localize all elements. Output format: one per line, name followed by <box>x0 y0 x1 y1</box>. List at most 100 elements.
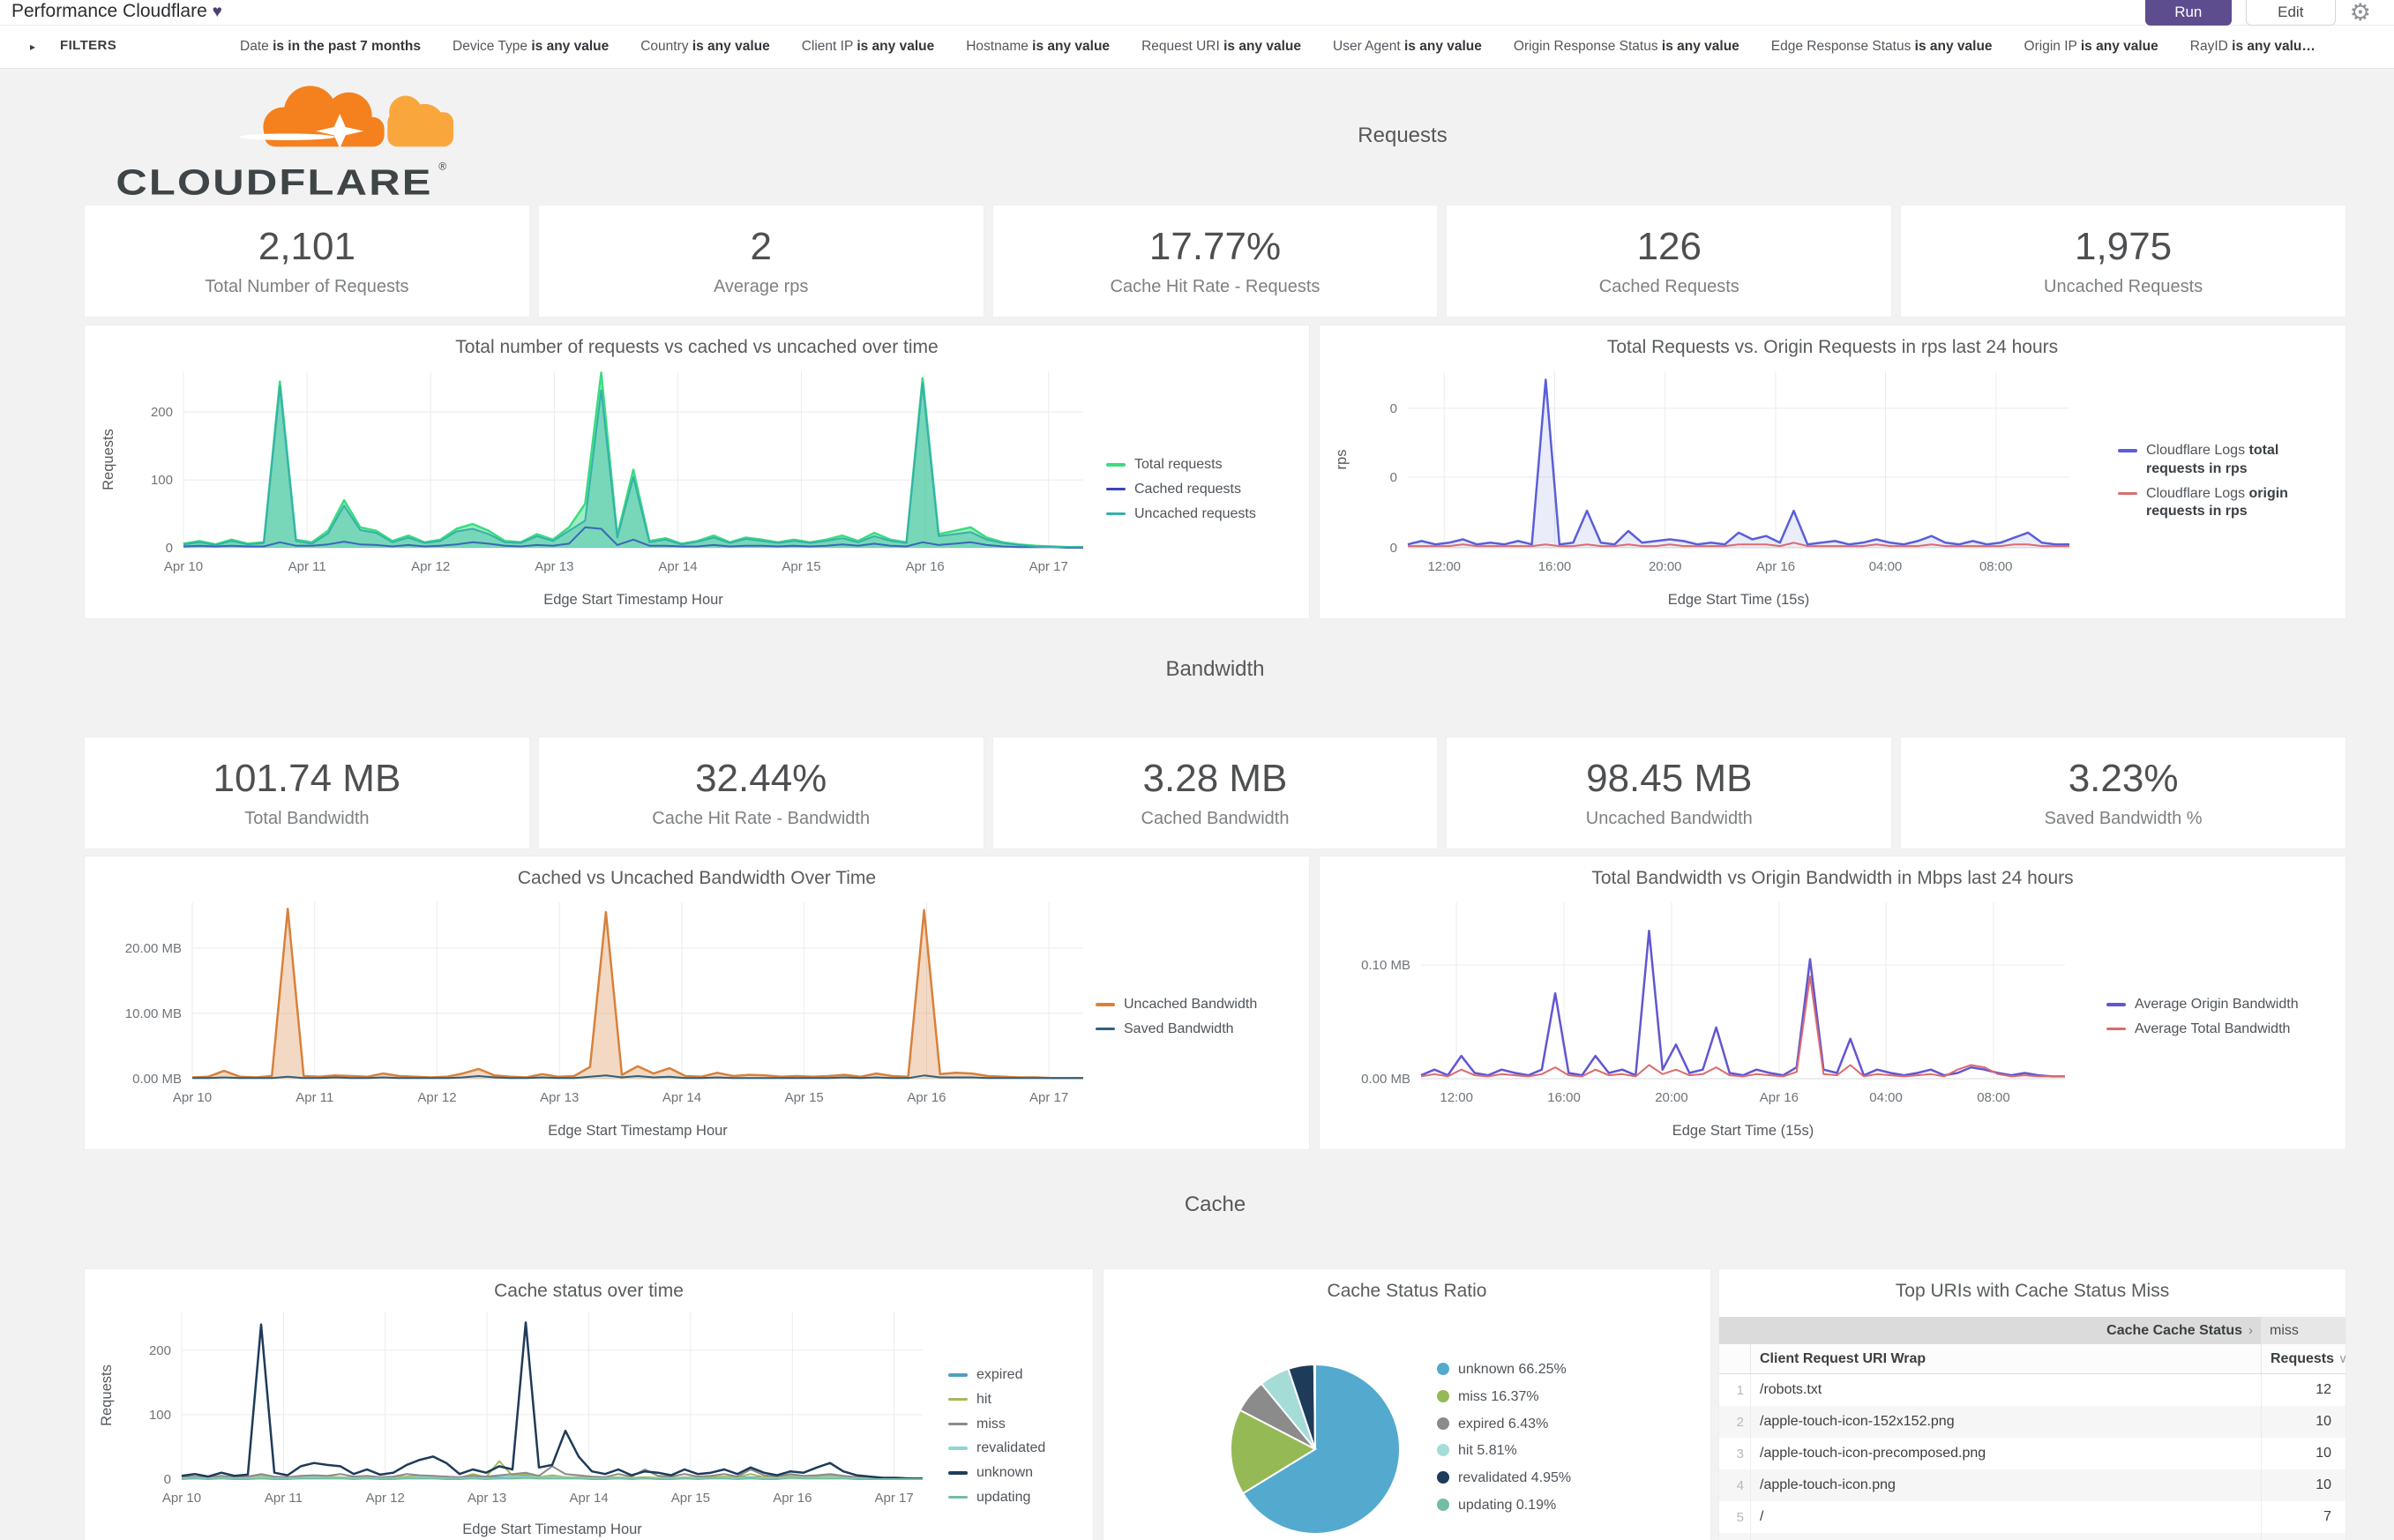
legend-swatch <box>948 1447 968 1450</box>
legend-swatch <box>1437 1471 1449 1484</box>
legend-item[interactable]: updating <box>948 1489 1081 1507</box>
legend-item[interactable]: Cloudflare Logs total requests in rps <box>2118 442 2330 479</box>
legend-item[interactable]: Cached requests <box>1106 481 1288 499</box>
row-number: 6 <box>1719 1533 1751 1540</box>
legend-item[interactable]: miss <box>948 1416 1081 1434</box>
legend: Cloudflare Logs total requests in rps Clo… <box>2118 442 2330 521</box>
series-line <box>183 526 1083 549</box>
table-row[interactable]: 3/apple-touch-icon-precomposed.png 10 <box>1719 1438 2345 1469</box>
legend-label: updating <box>976 1489 1031 1505</box>
legend-item[interactable]: Average Origin Bandwidth <box>2106 996 2331 1014</box>
legend-swatch <box>948 1495 968 1499</box>
legend-swatch <box>1437 1363 1449 1375</box>
filter-item-client-ip[interactable]: Client IP is any value <box>801 39 935 54</box>
uri-cell: /robots.txt <box>1760 1382 1822 1397</box>
legend-item[interactable]: unknown <box>948 1464 1081 1483</box>
filter-item-rayid[interactable]: RayID is any valu… <box>2189 39 2315 54</box>
pie-slice-miss[interactable] <box>1229 1409 1318 1495</box>
pivot-header[interactable]: Cache Cache Status › <box>1719 1317 2261 1344</box>
table-row[interactable]: 6/index.php/contact/7 <box>1719 1533 2345 1540</box>
legend-item[interactable]: updating 0.19% <box>1437 1497 1571 1515</box>
legend-item[interactable]: unknown 66.25% <box>1437 1361 1571 1379</box>
x-tick-label: Apr 15 <box>671 1491 710 1506</box>
x-tick-label: 20:00 <box>1655 1090 1688 1105</box>
kpi-tile: 2 Average rps <box>537 205 984 318</box>
legend-label: unknown 66.25% <box>1458 1362 1567 1377</box>
row-number: 2 <box>1719 1406 1751 1438</box>
legend-item[interactable]: miss 16.37% <box>1437 1388 1571 1407</box>
x-tick-label: Apr 11 <box>288 559 326 574</box>
x-tick-label: Apr 16 <box>907 1090 946 1105</box>
y-tick-label: 200 <box>151 405 173 420</box>
legend-item[interactable]: expired 6.43% <box>1437 1416 1571 1434</box>
filter-item-origin-response-status[interactable]: Origin Response Status is any value <box>1513 39 1739 54</box>
legend: expired hit miss revalidated unknown updating <box>948 1366 1081 1507</box>
table-row[interactable]: 2/apple-touch-icon-152x152.png 10 <box>1719 1406 2345 1438</box>
x-tick-label: Apr 13 <box>540 1090 579 1105</box>
series-line <box>191 908 1083 1080</box>
legend-label: Uncached Bandwidth <box>1124 997 1258 1012</box>
legend-item[interactable]: Average Total Bandwidth <box>2106 1020 2331 1039</box>
uri-column-header[interactable]: Client Request URI Wrap <box>1760 1350 1926 1366</box>
legend-swatch <box>2106 1027 2126 1031</box>
legend-item[interactable]: Saved Bandwidth <box>1096 1020 1288 1039</box>
y-tick-label: 0 <box>1390 541 1397 556</box>
legend-swatch <box>948 1471 968 1475</box>
legend-label: hit 5.81% <box>1458 1443 1517 1459</box>
table-row[interactable]: 1/robots.txt 12 <box>1719 1374 2345 1406</box>
legend-item[interactable]: expired <box>948 1366 1081 1385</box>
cache-status-over-time-chart: Apr 10 Apr 11 Apr 12 Apr 13 Apr 14 Apr 15 Apr … <box>99 1312 923 1537</box>
legend-item[interactable]: hit <box>948 1391 1081 1409</box>
y-axis-title: Requests <box>99 1364 115 1426</box>
card-cache-status-ratio: Cache Status Ratio unknown 66.25% miss 16… <box>1103 1268 1711 1540</box>
x-tick-label: Apr 16 <box>1760 1090 1799 1105</box>
legend-item[interactable]: Uncached requests <box>1106 505 1288 524</box>
filter-item-origin-ip[interactable]: Origin IP is any value <box>2024 39 2158 54</box>
legend-item[interactable]: revalidated <box>948 1439 1081 1458</box>
filter-item-request-uri[interactable]: Request URI is any value <box>1141 39 1301 54</box>
table-row[interactable]: 4/apple-touch-icon.png 10 <box>1719 1469 2345 1501</box>
run-button[interactable]: Run <box>2144 0 2232 26</box>
legend-item[interactable]: Total requests <box>1106 456 1288 475</box>
filter-item-edge-response-status[interactable]: Edge Response Status is any value <box>1770 39 1993 54</box>
requests-column-header[interactable]: Requests ∨ <box>2261 1344 2347 1373</box>
table-row[interactable]: 5 / 7 <box>1719 1501 2345 1533</box>
filter-item-device-type[interactable]: Device Type is any value <box>453 39 610 54</box>
bandwidth-over-time-chart: Apr 10 Apr 11 Apr 12 Apr 13 Apr 14 Apr 15 Apr … <box>125 902 1083 1139</box>
kpi-tile: 101.74 MB Total Bandwidth <box>84 736 530 849</box>
registered-mark: ® <box>438 161 446 173</box>
x-tick-label: 12:00 <box>1440 1090 1473 1105</box>
filters-expand-icon[interactable]: ▸ <box>30 41 36 53</box>
legend-item[interactable]: revalidated 4.95% <box>1437 1469 1571 1488</box>
section-title-requests: Requests <box>1358 123 1448 147</box>
legend-item[interactable]: Uncached Bandwidth <box>1096 996 1288 1014</box>
filter-item-hostname[interactable]: Hostname is any value <box>966 39 1111 54</box>
filter-item-country[interactable]: Country is any value <box>640 39 770 54</box>
x-tick-label: Apr 10 <box>164 559 203 574</box>
requests-header-label: Requests <box>2271 1350 2335 1366</box>
kpi-value: 3.28 MB <box>1142 757 1288 800</box>
gear-icon[interactable]: ⚙ <box>2349 0 2371 26</box>
y-tick-label: 0.00 MB <box>132 1072 182 1087</box>
filter-item-date[interactable]: Date is in the past 7 months <box>240 39 422 54</box>
legend-swatch <box>948 1397 968 1402</box>
legend-item[interactable]: Cloudflare Logs origin requests in rps <box>2118 485 2330 522</box>
legend-label: miss 16.37% <box>1458 1388 1539 1404</box>
y-axis-title: Requests <box>101 429 116 490</box>
legend-swatch <box>2106 1003 2126 1006</box>
x-tick-label: 12:00 <box>1427 559 1461 574</box>
pie-slice-updating[interactable] <box>1313 1363 1316 1450</box>
card-top-uris-table: Top URIs with Cache Status Miss Cache Ca… <box>1718 1268 2347 1540</box>
pie-slice-unknown[interactable] <box>1241 1363 1401 1535</box>
series-area <box>192 908 1083 1079</box>
x-tick-label: Apr 12 <box>411 559 450 574</box>
legend-item[interactable]: hit 5.81% <box>1437 1442 1571 1461</box>
kpi-tile: 3.23% Saved Bandwidth % <box>1900 736 2346 849</box>
kpi-value: 101.74 MB <box>213 757 401 800</box>
x-tick-label: Apr 11 <box>296 1090 333 1105</box>
filter-item-user-agent[interactable]: User Agent is any value <box>1333 39 1482 54</box>
edit-button[interactable]: Edit <box>2245 0 2336 26</box>
app-header: Performance Cloudflare ♥ <box>0 0 2394 25</box>
y-tick-label: 0 <box>166 541 173 556</box>
